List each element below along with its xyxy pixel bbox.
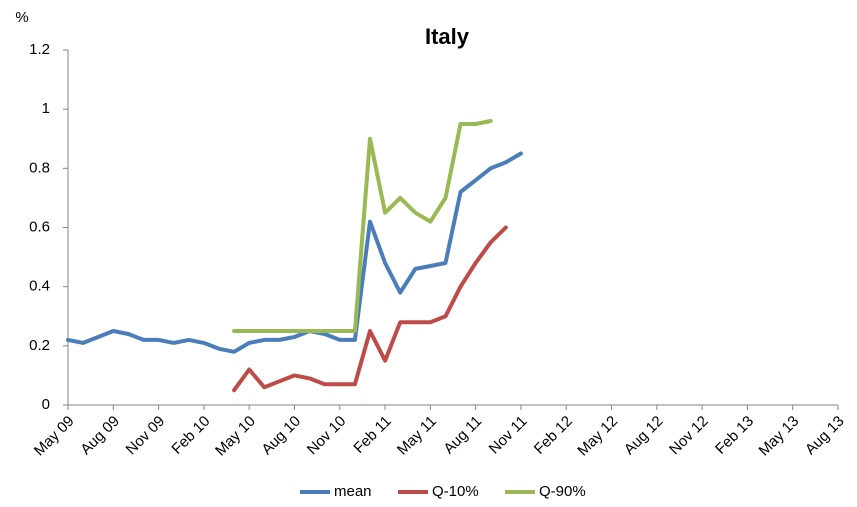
x-tick-label: Nov 09 xyxy=(123,413,169,459)
x-tick-label: Aug 09 xyxy=(77,413,123,459)
x-tick-label: Feb 12 xyxy=(531,413,576,458)
x-tick-label: Nov 12 xyxy=(666,413,712,459)
line-series xyxy=(68,139,551,352)
x-tick-label: May 12 xyxy=(574,413,621,460)
line-series xyxy=(232,119,493,333)
legend-label: Q-90% xyxy=(539,483,586,500)
y-tick-label: 1.2 xyxy=(29,41,50,58)
x-tick-label: Nov 10 xyxy=(304,413,350,459)
x-tick-label: Aug 10 xyxy=(258,413,304,459)
line-series xyxy=(232,225,508,393)
y-axis-label: % xyxy=(15,9,28,26)
y-tick-label: 0 xyxy=(42,396,50,413)
y-tick-label: 0.4 xyxy=(29,278,50,295)
x-tick-label: May 13 xyxy=(756,413,803,460)
x-tick-label: May 11 xyxy=(394,413,440,459)
x-tick-label: Aug 11 xyxy=(440,413,485,458)
y-tick-label: 0.2 xyxy=(29,337,50,354)
y-tick-label: 1 xyxy=(42,100,50,117)
y-tick-label: 0.8 xyxy=(29,159,50,176)
x-tick-label: Nov 11 xyxy=(486,413,531,458)
x-tick-label: Feb 10 xyxy=(168,413,213,458)
x-tick-label: Feb 13 xyxy=(712,413,757,458)
x-tick-label: Aug 13 xyxy=(802,413,848,459)
x-tick-label: Aug 12 xyxy=(621,413,667,459)
x-tick-label: May 10 xyxy=(212,413,259,460)
y-tick-label: 0.6 xyxy=(29,218,50,235)
chart-title: Italy xyxy=(425,24,470,49)
x-tick-label: Feb 11 xyxy=(350,413,394,457)
legend-label: Q-10% xyxy=(432,483,479,500)
legend-label: mean xyxy=(334,483,372,500)
x-tick-label: May 09 xyxy=(31,413,78,460)
